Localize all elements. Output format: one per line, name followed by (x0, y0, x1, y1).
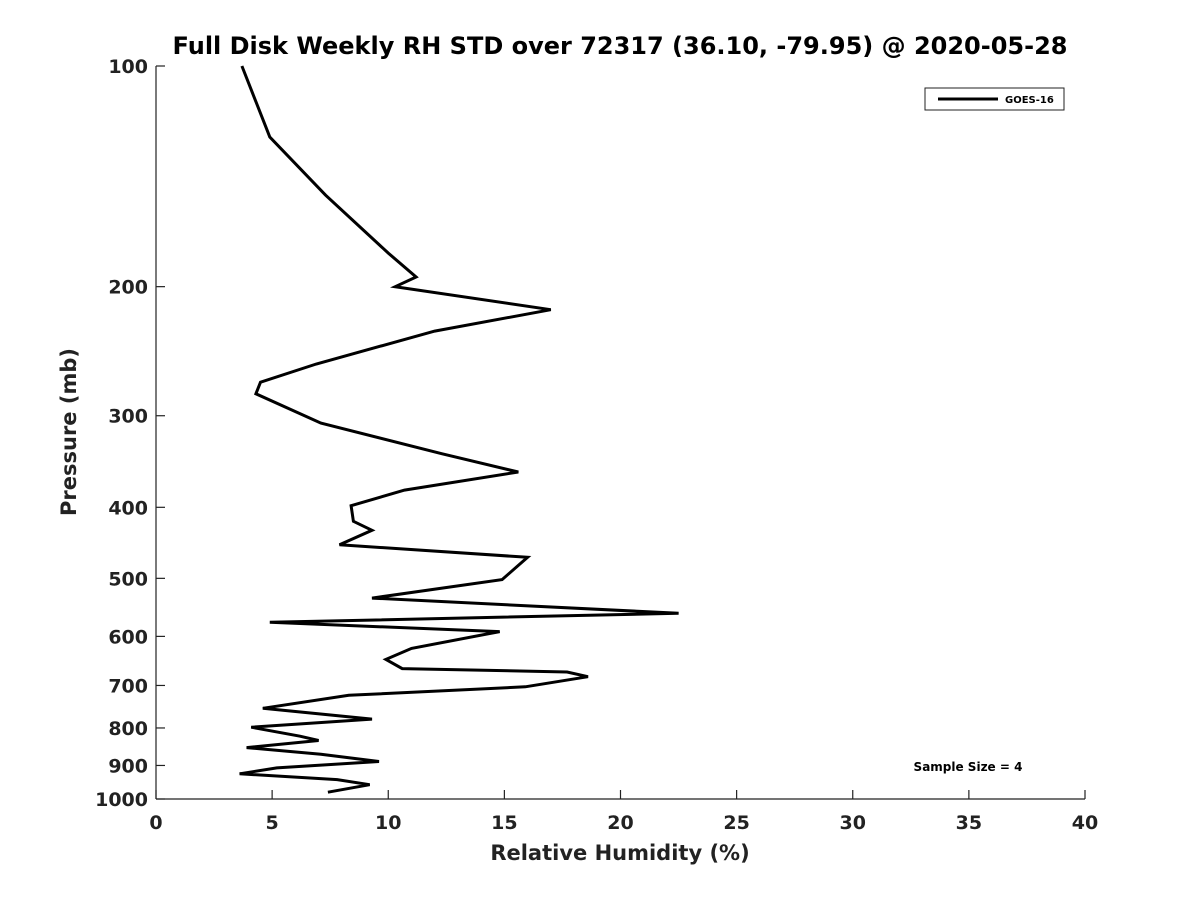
y-tick-label: 500 (108, 568, 148, 590)
x-tick-label: 15 (491, 812, 517, 834)
x-tick-label: 20 (607, 812, 633, 834)
x-tick-label: 5 (266, 812, 279, 834)
plot-area (156, 66, 1085, 799)
x-tick-label: 25 (723, 812, 749, 834)
x-tick-label: 40 (1072, 812, 1098, 834)
x-tick-label: 35 (956, 812, 982, 834)
chart-title: Full Disk Weekly RH STD over 72317 (36.1… (173, 32, 1068, 60)
y-tick-label: 400 (108, 497, 148, 519)
y-axis-label: Pressure (mb) (57, 348, 81, 516)
y-tick-label: 1000 (95, 789, 148, 811)
x-tick-label: 10 (375, 812, 401, 834)
y-tick-label: 600 (108, 626, 148, 648)
x-tick-label: 0 (149, 812, 162, 834)
x-tick-label: 30 (840, 812, 866, 834)
y-tick-label: 200 (108, 277, 148, 299)
y-tick-label: 800 (108, 718, 148, 740)
sample-size-annotation: Sample Size = 4 (914, 760, 1023, 774)
legend: GOES-16 (925, 88, 1064, 110)
y-tick-label: 100 (108, 56, 148, 78)
legend-label-goes-16: GOES-16 (1005, 95, 1054, 106)
y-tick-label: 900 (108, 755, 148, 777)
x-axis-label: Relative Humidity (%) (490, 841, 749, 865)
y-tick-label: 700 (108, 675, 148, 697)
y-tick-label: 300 (108, 406, 148, 428)
